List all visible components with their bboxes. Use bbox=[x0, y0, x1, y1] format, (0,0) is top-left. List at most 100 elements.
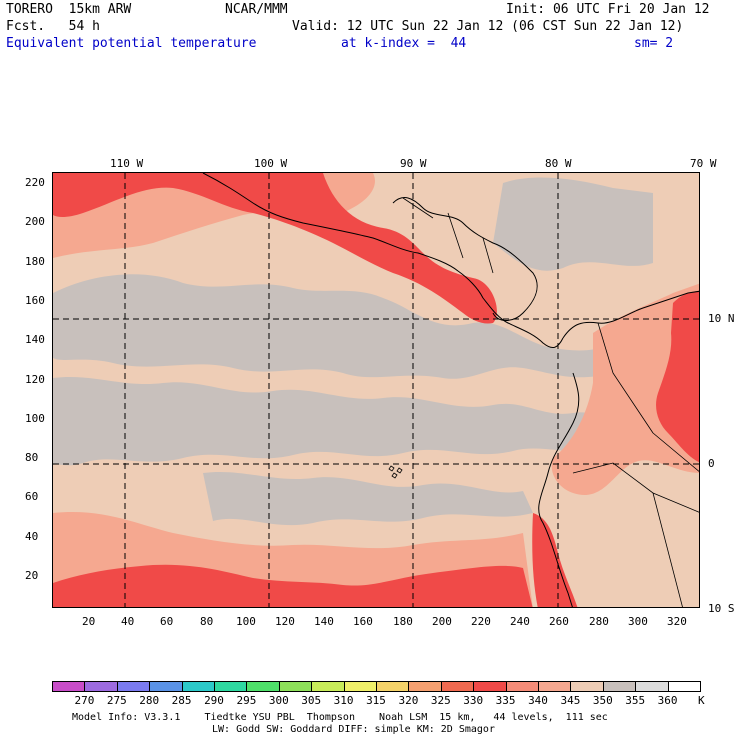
grid-label-x: 160 bbox=[353, 615, 373, 628]
lon-label-110w: 110 W bbox=[110, 157, 144, 170]
colorbar-level-label: 280 bbox=[139, 694, 160, 707]
theta-e-map bbox=[53, 173, 699, 607]
theta-e-gray-band-mid bbox=[53, 376, 613, 466]
grid-label-x: 180 bbox=[393, 615, 413, 628]
colorbar-level-label: 275 bbox=[106, 694, 127, 707]
colorbar-swatch bbox=[84, 681, 118, 692]
lon-label-100w: 100 W bbox=[254, 157, 288, 170]
colorbar-swatch bbox=[667, 681, 701, 692]
grid-label-y: 160 bbox=[25, 294, 45, 307]
colorbar-swatch bbox=[311, 681, 345, 692]
theta-e-red-east bbox=[656, 291, 699, 463]
colorbar-level-label: 315 bbox=[366, 694, 386, 707]
colorbar-level-label: 270 bbox=[74, 694, 95, 707]
colorbar-swatch bbox=[149, 681, 183, 692]
model-name: TORERO 15km ARW bbox=[6, 2, 132, 17]
colorbar-level-label: 290 bbox=[204, 694, 224, 707]
colorbar-unit: K bbox=[698, 694, 705, 707]
theta-e-red-peru bbox=[532, 513, 578, 607]
physics-info: LW: Godd SW: Goddard DIFF: simple KM: 2D… bbox=[212, 724, 495, 735]
colorbar-swatch bbox=[278, 681, 313, 692]
forecast-hour: Fcst. 54 h bbox=[6, 19, 100, 34]
colorbar-swatch bbox=[635, 681, 669, 692]
south-america-coastline bbox=[538, 290, 699, 607]
grid-label-x: 280 bbox=[589, 615, 609, 628]
grid-label-x: 260 bbox=[549, 615, 569, 628]
colorbar-swatch bbox=[181, 681, 215, 692]
colorbar-swatch bbox=[246, 681, 280, 692]
lon-label-70w: 70 W bbox=[690, 157, 717, 170]
grid-label-y: 80 bbox=[25, 451, 39, 464]
grid-label-x: 80 bbox=[200, 615, 214, 628]
grid-label-x: 140 bbox=[314, 615, 334, 628]
colorbar-swatch bbox=[408, 681, 442, 692]
grid-label-x: 60 bbox=[160, 615, 174, 628]
country-borders bbox=[402, 197, 699, 607]
theta-e-gray-band-south bbox=[203, 471, 533, 526]
colorbar-level-label: 325 bbox=[430, 694, 451, 707]
grid-label-x: 200 bbox=[432, 615, 452, 628]
grid-label-x: 20 bbox=[82, 615, 96, 628]
theta-e-red-north bbox=[53, 173, 497, 324]
caribbean-coastline bbox=[392, 197, 538, 321]
grid-label-x: 240 bbox=[510, 615, 530, 628]
grid-label-y: 120 bbox=[25, 373, 45, 386]
colorbar-level-label: 360 bbox=[657, 694, 678, 707]
lat-label-10s: 10 S bbox=[708, 602, 735, 615]
level-label: at k-index = 44 bbox=[341, 36, 467, 51]
lat-label-10n: 10 N bbox=[708, 312, 735, 325]
colorbar-swatch bbox=[376, 681, 410, 692]
init-time: Init: 06 UTC Fri 20 Jan 12 bbox=[506, 2, 710, 17]
grid-label-y: 20 bbox=[25, 569, 39, 582]
field-name: Equivalent potential temperature bbox=[6, 36, 257, 51]
colorbar-swatch bbox=[570, 681, 604, 692]
grid-label-y: 140 bbox=[25, 333, 45, 346]
grid-label-x: 100 bbox=[236, 615, 256, 628]
grid-label-x: 220 bbox=[471, 615, 491, 628]
colorbar-level-label: 310 bbox=[333, 694, 354, 707]
grid-lines bbox=[53, 173, 699, 607]
colorbar-level-label: 355 bbox=[625, 694, 646, 707]
colorbar-level-label: 350 bbox=[592, 694, 613, 707]
galapagos-islands bbox=[388, 465, 403, 479]
colorbar-swatch bbox=[52, 681, 86, 692]
theta-e-gray-band-east bbox=[493, 177, 653, 271]
lon-label-90w: 90 W bbox=[400, 157, 427, 170]
colorbar bbox=[52, 681, 701, 692]
lon-label-80w: 80 W bbox=[545, 157, 572, 170]
map-panel bbox=[52, 172, 700, 608]
grid-label-y: 40 bbox=[25, 530, 39, 543]
colorbar-level-label: 305 bbox=[301, 694, 322, 707]
grid-label-x: 300 bbox=[628, 615, 648, 628]
colorbar-swatch bbox=[473, 681, 507, 692]
colorbar-level-label: 285 bbox=[171, 694, 192, 707]
colorbar-level-label: 340 bbox=[528, 694, 548, 707]
grid-label-y: 100 bbox=[25, 412, 45, 425]
colorbar-level-label: 300 bbox=[268, 694, 289, 707]
theta-e-salmon-east bbox=[551, 283, 699, 495]
colorbar-level-label: 335 bbox=[495, 694, 516, 707]
colorbar-swatch bbox=[505, 681, 539, 692]
colorbar-level-label: 320 bbox=[398, 694, 419, 707]
colorbar-level-label: 330 bbox=[463, 694, 484, 707]
grid-label-y: 220 bbox=[25, 176, 45, 189]
smoothing-label: sm= 2 bbox=[634, 36, 674, 51]
colorbar-level-label: 345 bbox=[560, 694, 581, 707]
grid-label-x: 120 bbox=[275, 615, 295, 628]
theta-e-gray-band-north bbox=[53, 274, 613, 379]
colorbar-swatch bbox=[214, 681, 248, 692]
lat-label-0: 0 bbox=[708, 457, 715, 470]
grid-label-x: 320 bbox=[667, 615, 687, 628]
colorbar-swatch bbox=[602, 681, 637, 692]
valid-time: Valid: 12 UTC Sun 22 Jan 12 (06 CST Sun … bbox=[292, 19, 684, 34]
central-america-coastline bbox=[202, 173, 564, 349]
colorbar-swatch bbox=[116, 681, 151, 692]
grid-label-x: 40 bbox=[121, 615, 135, 628]
grid-label-y: 60 bbox=[25, 490, 39, 503]
grid-label-y: 200 bbox=[25, 215, 45, 228]
grid-label-y: 180 bbox=[25, 255, 45, 268]
colorbar-swatch bbox=[343, 681, 377, 692]
model-info: Model Info: V3.3.1 Tiedtke YSU PBL Thomp… bbox=[72, 712, 608, 723]
center-name: NCAR/MMM bbox=[225, 2, 288, 17]
colorbar-level-label: 295 bbox=[236, 694, 257, 707]
